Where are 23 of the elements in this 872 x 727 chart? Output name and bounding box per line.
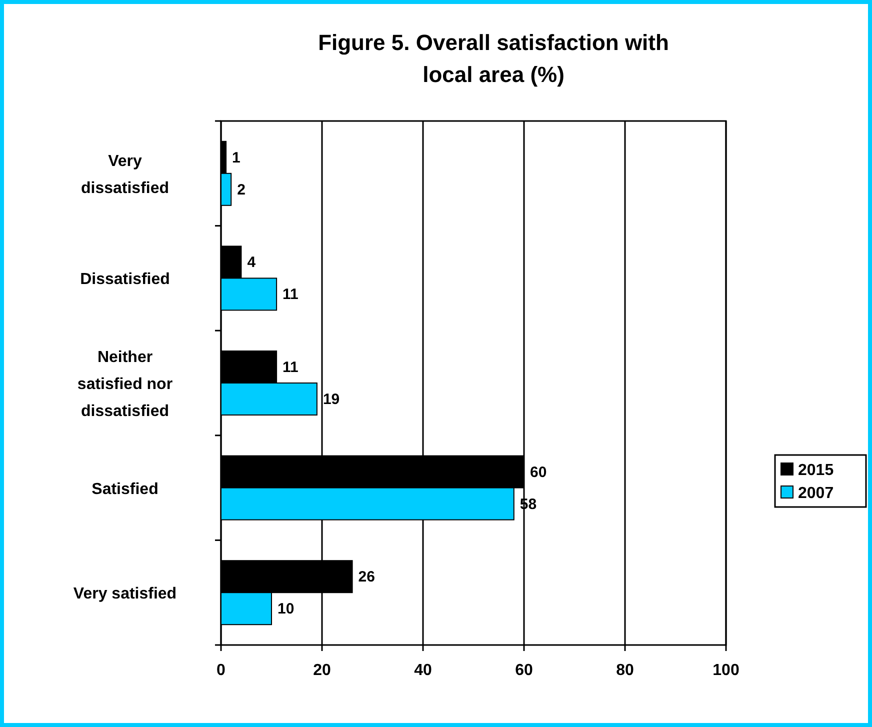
y-tick-label: Neither satisfied nor dissatisfied bbox=[77, 349, 173, 420]
y-tick-label: Dissatisfied bbox=[80, 271, 170, 288]
x-tick-label: 60 bbox=[515, 662, 533, 679]
data-label: 19 bbox=[322, 391, 340, 408]
y-tick-label: Satisfied bbox=[92, 480, 158, 498]
y-tick-label: Very dissatisfied bbox=[80, 152, 170, 197]
data-label: 10 bbox=[278, 600, 294, 618]
chart-title: Figure 5. Overall satisfaction with local area (%) bbox=[318, 30, 669, 87]
data-label: 4 bbox=[247, 254, 256, 272]
data-label: 60 bbox=[530, 464, 547, 481]
legend-label: 2015 bbox=[798, 462, 834, 479]
x-tick-label: 40 bbox=[414, 662, 432, 679]
data-label: 11 bbox=[282, 286, 298, 304]
x-tick-label: 0 bbox=[216, 662, 226, 679]
x-tick-label: 100 bbox=[712, 662, 740, 679]
data-label: 1 bbox=[232, 149, 240, 166]
x-tick-label: 20 bbox=[313, 662, 331, 679]
legend-label: 2007 bbox=[798, 485, 834, 502]
y-tick-label: Very satisfied bbox=[73, 586, 177, 603]
data-label: 2 bbox=[237, 181, 246, 198]
data-label: 26 bbox=[358, 568, 375, 586]
data-label: 11 bbox=[282, 359, 298, 376]
x-tick-label: 80 bbox=[616, 662, 634, 679]
